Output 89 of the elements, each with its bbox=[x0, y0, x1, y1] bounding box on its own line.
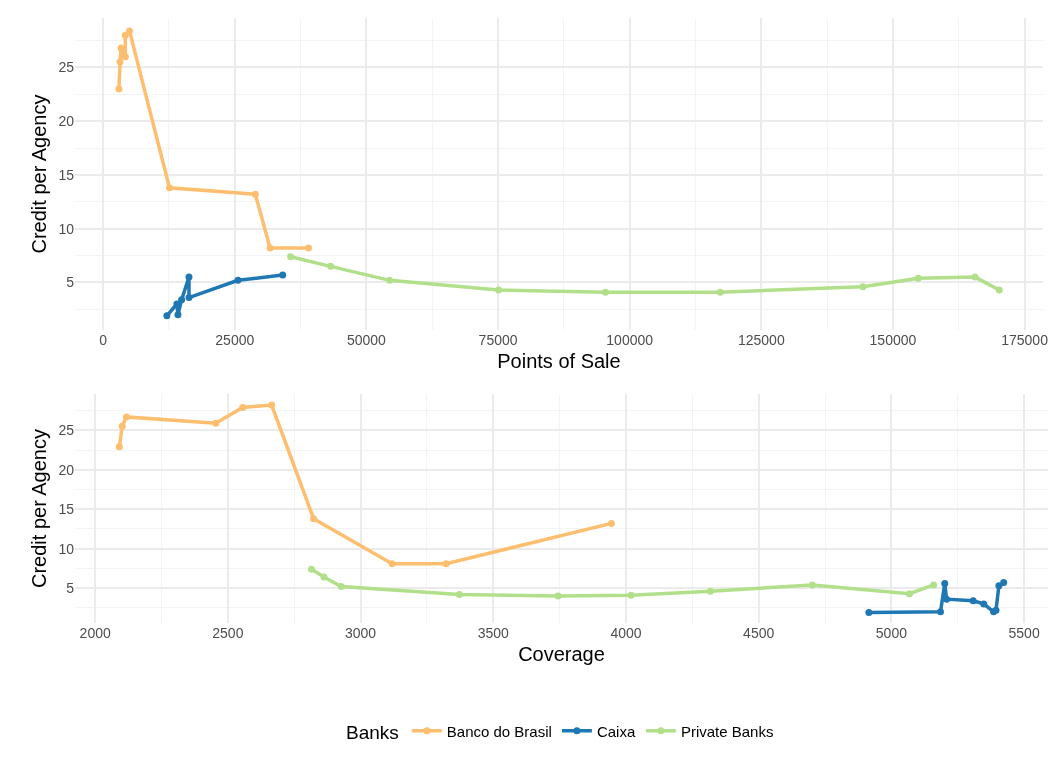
y-axis-title: Credit per Agency bbox=[27, 429, 50, 588]
x-tick-label: 3500 bbox=[477, 625, 510, 641]
point bbox=[178, 296, 186, 304]
point bbox=[455, 590, 463, 598]
point bbox=[115, 443, 123, 451]
y-tick-label: 15 bbox=[58, 166, 75, 183]
point bbox=[305, 244, 313, 252]
point bbox=[116, 58, 124, 66]
point bbox=[279, 271, 287, 279]
point bbox=[716, 288, 724, 296]
x-tick-label: 25000 bbox=[215, 332, 255, 348]
point bbox=[905, 590, 913, 598]
y-tick-label: 10 bbox=[58, 220, 75, 237]
legend-label: Private Banks bbox=[680, 722, 774, 740]
point bbox=[995, 582, 1003, 590]
x-tick-label: 0 bbox=[99, 332, 108, 348]
point bbox=[234, 276, 242, 284]
point bbox=[980, 600, 988, 608]
point bbox=[251, 190, 259, 198]
point bbox=[212, 419, 220, 427]
legend-label: Banco do Brasil bbox=[446, 722, 552, 740]
point bbox=[859, 283, 867, 291]
point bbox=[337, 583, 345, 591]
point bbox=[185, 294, 193, 302]
point bbox=[239, 403, 247, 411]
point bbox=[969, 597, 977, 605]
point bbox=[930, 581, 938, 589]
x-tick-label: 75000 bbox=[478, 332, 518, 348]
point bbox=[937, 608, 945, 616]
x-tick-label: 2500 bbox=[212, 625, 244, 641]
x-tick-label: 2000 bbox=[79, 625, 111, 641]
point bbox=[268, 401, 276, 409]
point bbox=[706, 587, 714, 595]
point bbox=[310, 515, 318, 523]
x-tick-label: 4500 bbox=[743, 625, 775, 641]
point bbox=[995, 286, 1003, 294]
x-tick-label: 150000 bbox=[869, 332, 917, 348]
point bbox=[121, 53, 129, 61]
point bbox=[166, 184, 174, 192]
point bbox=[117, 44, 125, 52]
point bbox=[320, 573, 328, 581]
x-tick-label: 3000 bbox=[345, 625, 377, 641]
point bbox=[865, 609, 873, 617]
y-tick-label: 15 bbox=[58, 501, 75, 518]
point bbox=[941, 579, 949, 587]
y-tick-label: 10 bbox=[58, 540, 75, 557]
point bbox=[163, 312, 171, 320]
legend-label: Caixa bbox=[596, 722, 636, 740]
point bbox=[607, 519, 615, 527]
point bbox=[442, 560, 450, 568]
point bbox=[266, 244, 274, 252]
x-axis-title: Points of Sale bbox=[497, 349, 621, 372]
x-tick-label: 5500 bbox=[1008, 625, 1040, 641]
point bbox=[118, 422, 126, 430]
y-tick-label: 5 bbox=[66, 580, 75, 597]
point bbox=[943, 595, 951, 603]
point bbox=[1000, 579, 1008, 587]
point bbox=[307, 565, 315, 573]
x-tick-label: 100000 bbox=[606, 332, 654, 348]
point bbox=[495, 286, 503, 294]
legend-title: Banks bbox=[346, 722, 399, 744]
point bbox=[174, 311, 182, 319]
x-tick-label: 175000 bbox=[1001, 332, 1049, 348]
point bbox=[627, 591, 635, 599]
y-tick-label: 25 bbox=[58, 59, 75, 76]
y-axis-title: Credit per Agency bbox=[27, 94, 50, 254]
point bbox=[808, 581, 816, 589]
y-tick-label: 25 bbox=[58, 422, 75, 439]
point bbox=[185, 273, 193, 281]
y-tick-label: 20 bbox=[58, 113, 75, 130]
point bbox=[386, 276, 394, 284]
point bbox=[971, 273, 979, 281]
point bbox=[388, 560, 396, 568]
point bbox=[121, 31, 129, 39]
x-tick-label: 50000 bbox=[346, 332, 387, 348]
point bbox=[554, 592, 562, 600]
x-tick-label: 125000 bbox=[737, 332, 785, 348]
point bbox=[914, 274, 922, 282]
point bbox=[125, 27, 133, 35]
x-tick-label: 4000 bbox=[610, 625, 642, 641]
x-axis-title: Coverage bbox=[518, 642, 605, 665]
y-tick-label: 5 bbox=[66, 274, 75, 291]
point bbox=[122, 413, 130, 421]
x-tick-label: 5000 bbox=[875, 625, 908, 641]
point bbox=[115, 85, 123, 93]
y-tick-label: 20 bbox=[58, 461, 75, 478]
point bbox=[287, 253, 295, 261]
point bbox=[327, 262, 335, 270]
point bbox=[601, 288, 609, 296]
